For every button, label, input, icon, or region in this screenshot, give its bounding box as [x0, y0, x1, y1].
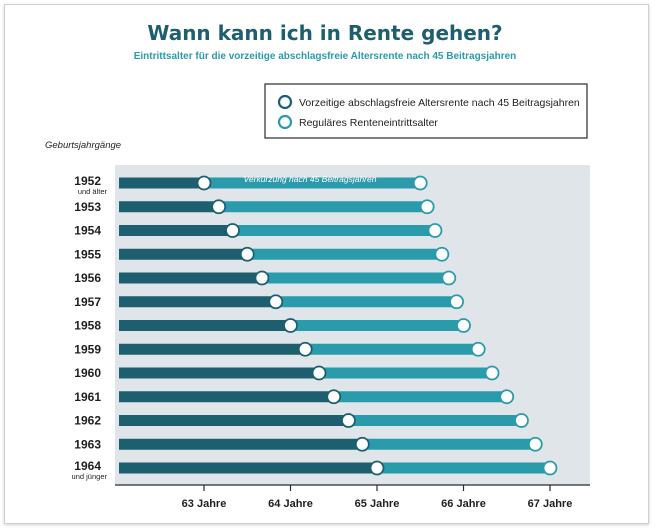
- x-tick-label-67: 67 Jahre: [528, 498, 573, 510]
- marker-early-1955: [239, 246, 255, 262]
- bar-regular-1958: [290, 320, 464, 331]
- category-sublabel-1952: und älter: [78, 187, 108, 196]
- bar-early-1964: [119, 462, 377, 474]
- bar-regular-1952: [204, 177, 421, 189]
- marker-regular-1953: [419, 199, 435, 215]
- x-tick-label-66: 66 Jahre: [441, 498, 486, 510]
- legend-label-series-1: Vorzeitige abschlagsfreie Altersrente na…: [299, 97, 580, 109]
- x-tick-label-64: 64 Jahre: [268, 498, 313, 510]
- bar-early-1954: [119, 225, 233, 236]
- marker-early-1961: [326, 389, 342, 405]
- marker-early-1960: [311, 365, 327, 381]
- bar-early-1953: [119, 201, 219, 213]
- bar-regular-1961: [333, 391, 507, 403]
- category-label-1961: 1961: [74, 390, 101, 404]
- marker-early-1958: [283, 318, 298, 333]
- category-label-1955: 1955: [74, 247, 101, 261]
- category-label-1954: 1954: [74, 224, 101, 238]
- marker-regular-1963: [527, 436, 543, 452]
- bar-regular-1959: [305, 343, 479, 355]
- bar-regular-1955: [247, 248, 442, 260]
- marker-regular-1959: [470, 341, 486, 357]
- marker-early-1956: [254, 270, 270, 286]
- bar-early-1958: [119, 320, 291, 331]
- marker-regular-1962: [514, 413, 529, 428]
- bar-early-1956: [119, 272, 262, 284]
- marker-regular-1958: [456, 318, 471, 333]
- category-label-1957: 1957: [74, 295, 101, 309]
- bar-early-1960: [119, 367, 320, 379]
- marker-early-1953: [211, 199, 227, 215]
- chart-title: Wann kann ich in Rente gehen?: [147, 21, 502, 45]
- bar-regular-1954: [232, 225, 435, 236]
- category-sublabel-1964: und jünger: [72, 472, 108, 481]
- chart: Wann kann ich in Rente gehen? Eintrittsa…: [45, 21, 590, 510]
- legend-box: [264, 83, 588, 139]
- marker-regular-1960: [484, 365, 500, 381]
- ticks-layer: 63 Jahre 64 Jahre 65 Jahre 66 Jahre 67 Jahre: [182, 485, 573, 510]
- category-label-1959: 1959: [74, 342, 101, 356]
- bar-regular-1960: [319, 367, 493, 379]
- bar-regular-1962: [348, 415, 522, 426]
- bar-early-1957: [119, 296, 276, 308]
- bar-early-1952: [119, 177, 204, 189]
- legend-label-series-2: Reguläres Renteneintrittsalter: [299, 117, 438, 129]
- bar-regular-1964: [377, 462, 550, 474]
- marker-regular-1964: [542, 460, 558, 476]
- category-label-1952: 1952: [74, 174, 101, 188]
- marker-early-1954: [225, 223, 240, 238]
- marker-regular-1961: [499, 389, 515, 405]
- marker-early-1963: [354, 436, 370, 452]
- bar-regular-1963: [362, 438, 536, 450]
- bar-early-1963: [119, 438, 363, 450]
- marker-regular-1954: [427, 223, 443, 238]
- chart-subtitle: Eintrittsalter für die vorzeitige abschl…: [134, 51, 517, 62]
- bar-early-1955: [119, 248, 248, 260]
- annotation-shortening: Verkürzung nach 45 Beitragsjahren: [244, 174, 377, 184]
- y-axis-label: Geburtsjahrgänge: [45, 140, 121, 151]
- bar-early-1961: [119, 391, 334, 403]
- bar-regular-1957: [275, 296, 457, 308]
- bar-regular-1953: [218, 201, 428, 213]
- category-label-1964: 1964: [74, 459, 101, 473]
- category-label-1956: 1956: [74, 271, 101, 285]
- marker-early-1957: [268, 294, 284, 310]
- marker-early-1952: [196, 175, 212, 191]
- legend-marker-series-2: [277, 114, 293, 130]
- marker-regular-1957: [449, 294, 464, 310]
- marker-regular-1956: [441, 270, 457, 286]
- bar-regular-1956: [261, 272, 449, 284]
- marker-regular-1952: [412, 175, 428, 191]
- category-label-1960: 1960: [74, 366, 101, 380]
- marker-early-1962: [341, 413, 356, 428]
- legend-marker-series-1: [277, 94, 293, 110]
- bar-early-1959: [119, 343, 306, 355]
- marker-early-1959: [297, 341, 313, 357]
- category-label-1963: 1963: [74, 437, 101, 451]
- legend: Vorzeitige abschlagsfreie Altersrente na…: [264, 83, 588, 139]
- bar-early-1962: [119, 415, 349, 426]
- chart-frame: Wann kann ich in Rente gehen? Eintrittsa…: [4, 4, 649, 524]
- x-tick-label-65: 65 Jahre: [355, 498, 400, 510]
- marker-early-1964: [369, 460, 385, 476]
- category-label-1953: 1953: [74, 200, 101, 214]
- category-label-1958: 1958: [74, 319, 101, 333]
- marker-regular-1955: [434, 246, 450, 262]
- category-label-1962: 1962: [74, 414, 101, 428]
- x-tick-label-63: 63 Jahre: [182, 498, 227, 510]
